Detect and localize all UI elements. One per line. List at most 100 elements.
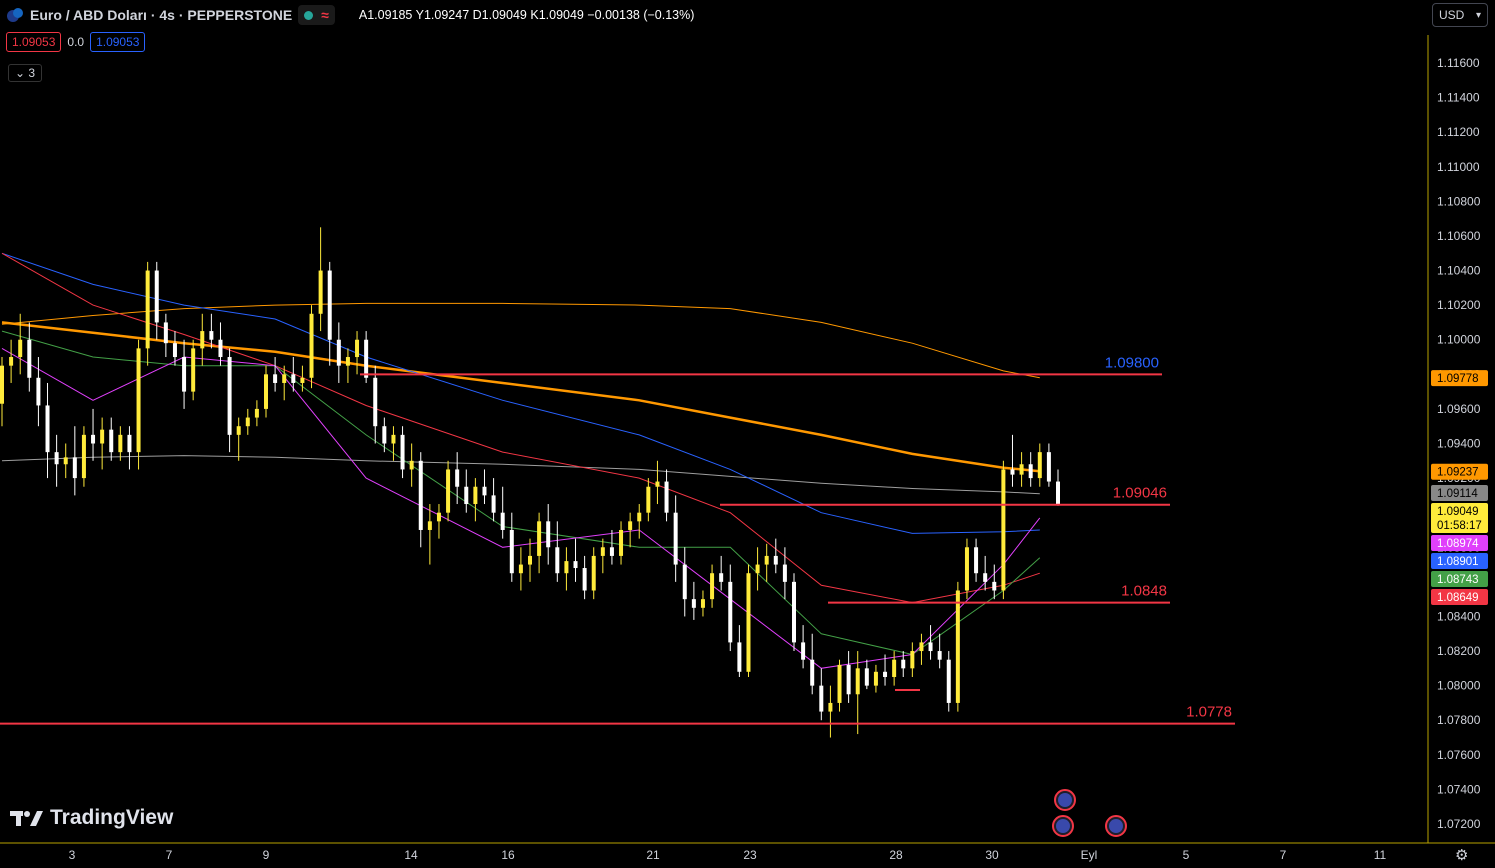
candle-body (100, 429, 105, 444)
candle-body (1037, 452, 1042, 479)
candle-body (873, 671, 878, 686)
indicators-toggle[interactable]: ⌄ 3 (8, 64, 43, 82)
moving-average-line (1, 321, 1040, 473)
candle-body (755, 564, 760, 574)
candle-body (446, 469, 451, 513)
candle-body (400, 434, 405, 470)
candle-body (801, 642, 806, 660)
candle-body (345, 357, 350, 366)
price-tick-label: 1.10200 (1437, 298, 1481, 312)
candle-body (1056, 481, 1060, 505)
candle-body (864, 668, 869, 686)
time-tick-label: 5 (1183, 848, 1190, 862)
chevron-down-icon: ▾ (1475, 9, 1481, 21)
us-event-icon (1109, 819, 1123, 833)
candle-body (127, 434, 132, 453)
candle-body (291, 374, 296, 383)
candle-body (1019, 464, 1024, 475)
candle-body (500, 512, 505, 530)
symbol-title[interactable]: Euro / ABD Doları · 4s · PEPPERSTONE (30, 7, 293, 23)
candle-body (737, 642, 742, 672)
candle-body (792, 581, 796, 643)
price-tick-label: 1.10800 (1437, 194, 1481, 208)
candle-body (646, 486, 651, 513)
candle-body (72, 457, 77, 479)
candle-body (928, 642, 933, 652)
price-badge (1431, 534, 1488, 551)
ohlc-open: A1.09185 (358, 8, 413, 22)
candle-body (391, 434, 396, 444)
candle-body (746, 573, 751, 672)
candle-body (264, 374, 268, 409)
price-badge (1431, 370, 1488, 387)
candle-body (482, 486, 487, 496)
candle-body (892, 659, 897, 677)
countdown-label: 01:58:17 (1437, 520, 1482, 532)
candle-body (163, 322, 168, 344)
candle-body (145, 270, 150, 349)
candle-body (655, 481, 660, 487)
candle-body (54, 452, 59, 465)
candle-body (555, 547, 560, 574)
moving-average-line (1, 302, 1040, 379)
price-tick-label: 1.11600 (1437, 56, 1480, 70)
ohlc-high: Y1.09247 (415, 8, 470, 22)
time-tick-label: 3 (69, 848, 76, 862)
candle-body (691, 599, 696, 608)
price-tick-label: 1.11200 (1437, 125, 1480, 139)
candle-body (609, 547, 614, 556)
candle-body (218, 339, 223, 358)
candle-body (455, 469, 460, 487)
candle-body (964, 547, 969, 591)
market-open-icon (304, 10, 314, 20)
candle-body (837, 664, 842, 703)
candle-body (518, 564, 523, 574)
buy-button[interactable]: 1.09053 (90, 32, 146, 52)
candle-body (254, 408, 259, 418)
candle-body (427, 521, 432, 530)
candle-body (382, 426, 387, 444)
candle-body (1010, 469, 1015, 475)
candle-body (282, 374, 287, 383)
gear-icon[interactable]: ⚙ (1455, 847, 1469, 864)
candle-body (819, 685, 824, 712)
candle-body (664, 481, 669, 513)
level-label: 1.0778 (1186, 704, 1232, 721)
sell-button[interactable]: 1.09053 (6, 32, 62, 52)
price-tick-label: 1.07600 (1437, 748, 1481, 762)
price-badge-label: 1.09049 (1437, 506, 1479, 518)
price-badge (1431, 588, 1488, 605)
candle-body (773, 555, 778, 565)
price-tick-label: 1.11400 (1437, 91, 1480, 105)
candle-body (719, 573, 724, 582)
moving-average-line (1, 252, 1040, 534)
candle-body (974, 547, 979, 574)
candle-body (619, 529, 624, 556)
candle-body (172, 343, 177, 358)
candle-body (327, 270, 332, 340)
price-tick-label: 1.07800 (1437, 713, 1481, 727)
market-status[interactable]: ≈ (298, 5, 335, 25)
price-tick-label: 1.09400 (1437, 437, 1481, 451)
candle-body (364, 339, 369, 378)
time-tick-label: 9 (263, 848, 270, 862)
price-badge (1431, 463, 1488, 480)
currency-select[interactable]: USD ▾ (1432, 3, 1488, 27)
candle-body (955, 590, 960, 703)
candle-body (1046, 452, 1051, 482)
candle-body (546, 521, 551, 548)
candle-body (491, 495, 496, 513)
time-tick-label: 30 (985, 848, 999, 862)
time-tick-label: 28 (889, 848, 903, 862)
ohlc-change: −0.00138 (−0.13%) (587, 8, 695, 22)
wave-icon: ≈ (321, 7, 329, 23)
chevron-down-icon: ⌄ (15, 66, 26, 80)
candle-body (309, 313, 314, 378)
candle-body (464, 486, 469, 505)
candle-body (946, 659, 951, 703)
candle-body (628, 521, 633, 530)
price-tick-label: 1.10000 (1437, 333, 1481, 347)
time-tick-label: 7 (166, 848, 173, 862)
candle-body (537, 521, 542, 556)
